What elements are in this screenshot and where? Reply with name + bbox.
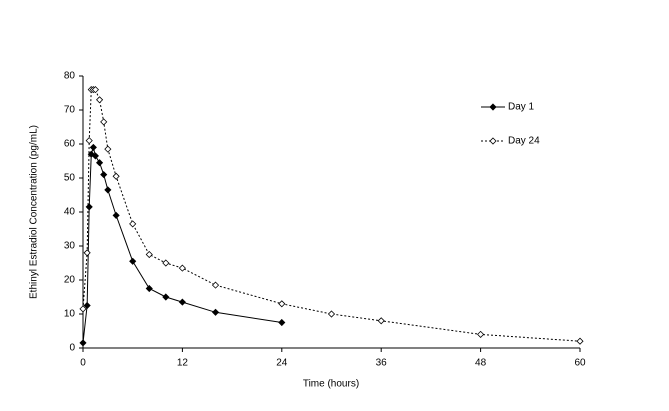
y-tick-label: 30 [64,241,76,252]
legend-marker [489,103,497,111]
y-tick-label: 80 [64,71,76,82]
series-line [82,145,282,343]
y-tick-label: 60 [64,139,76,150]
data-point [83,301,91,310]
data-point [85,137,93,145]
y-tick-label: 20 [64,275,76,286]
data-point [178,298,186,306]
data-point [100,171,108,179]
data-point [79,305,87,313]
legend-marker [489,137,497,145]
x-tick-label: 36 [376,358,388,369]
data-point [576,337,584,345]
data-point [145,284,153,293]
legend-label: Day 1 [508,102,535,113]
data-point [85,203,93,211]
legend-label: Day 24 [508,136,540,147]
x-axis-label: Time (hours) [303,379,359,390]
x-tick-label: 12 [177,358,189,369]
data-point [83,249,91,257]
data-point [129,220,137,228]
data-point [162,293,170,301]
data-point [89,143,97,151]
data-point [129,257,137,265]
data-point [104,145,112,153]
data-point [96,96,104,104]
data-point [327,310,336,318]
y-tick-label: 50 [64,173,76,184]
data-point [211,281,220,289]
y-tick-label: 0 [69,343,75,354]
data-point [477,330,485,338]
data-point [104,186,112,194]
data-point [91,86,99,94]
data-point [91,152,99,160]
y-axis-label: Ethinyl Estradiol Concentration (pg/mL) [29,125,40,299]
data-point [211,308,220,316]
x-tick-label: 24 [276,358,288,369]
data-point [112,172,120,180]
x-tick-label: 0 [80,358,86,369]
data-point [278,300,286,308]
series-line [82,89,581,342]
data-point [79,339,87,347]
y-tick-label: 70 [64,105,76,116]
x-tick-label: 48 [475,358,487,369]
data-point [96,159,104,167]
data-point [178,264,186,272]
data-point [100,118,108,126]
y-tick-label: 40 [64,207,76,218]
data-point [112,211,120,219]
data-point [377,317,385,325]
x-tick-label: 60 [574,358,586,369]
data-point [278,318,286,327]
data-point [145,250,153,259]
y-tick-label: 10 [64,309,76,320]
data-point [162,259,170,267]
